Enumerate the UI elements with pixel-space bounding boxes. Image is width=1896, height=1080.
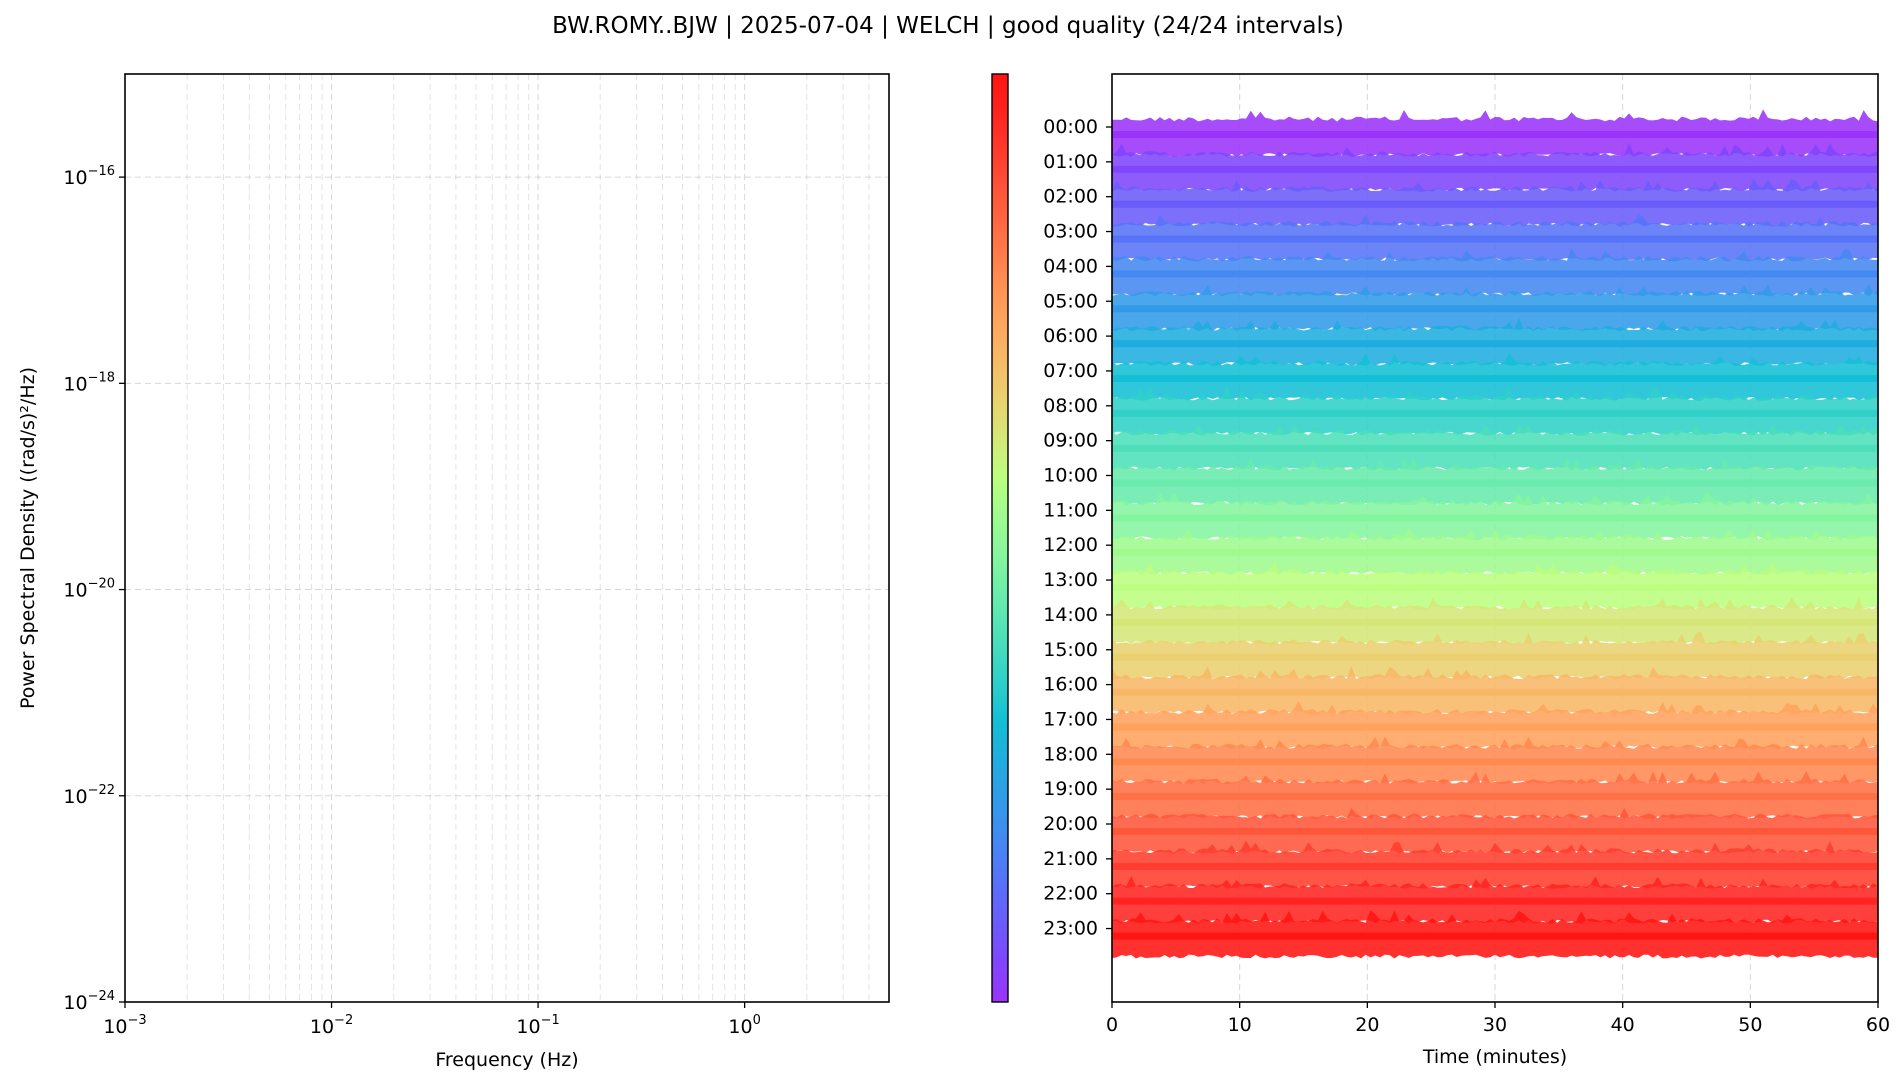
hour-label: 23:00 bbox=[1043, 918, 1098, 940]
psd-panel: 10−3 10−2 10−1 100 10−16 10−18 10−20 10−22 10−2… bbox=[17, 73, 890, 1071]
hourly-x-axis-label: Time (minutes) bbox=[1422, 1046, 1567, 1068]
hour-band-core bbox=[1112, 165, 1878, 173]
hour-label: 09:00 bbox=[1043, 430, 1098, 452]
colorbar-fill bbox=[991, 73, 1009, 1003]
psd-x-tick-label: 10−1 bbox=[516, 1013, 559, 1038]
hour-label: 22:00 bbox=[1043, 883, 1098, 905]
hourly-x-tick-label: 40 bbox=[1611, 1014, 1635, 1036]
psd-y-tick-label: 10−22 bbox=[63, 783, 115, 808]
hour-band-core bbox=[1112, 758, 1878, 766]
psd-axes-frame bbox=[124, 73, 890, 1003]
psd-x-ticks: 10−3 10−2 10−1 100 bbox=[103, 1002, 761, 1038]
hourly-x-tick-label: 60 bbox=[1866, 1014, 1890, 1036]
hourly-bands bbox=[1112, 109, 1878, 959]
hour-label: 18:00 bbox=[1043, 743, 1098, 765]
psd-x-tick-label: 10−2 bbox=[310, 1013, 353, 1038]
hour-label: 08:00 bbox=[1043, 395, 1098, 417]
hour-label: 11:00 bbox=[1043, 499, 1098, 521]
psd-y-tick-label: 10−18 bbox=[63, 370, 115, 395]
hour-band-core bbox=[1112, 932, 1878, 940]
hour-label: 01:00 bbox=[1043, 151, 1098, 173]
hour-label: 17:00 bbox=[1043, 709, 1098, 731]
hour-label: 02:00 bbox=[1043, 186, 1098, 208]
figure-title: BW.ROMY..BJW | 2025-07-04 | WELCH | good… bbox=[552, 13, 1344, 39]
psd-x-tick-label: 10−3 bbox=[103, 1013, 146, 1038]
hour-label: 21:00 bbox=[1043, 848, 1098, 870]
hour-band-core bbox=[1112, 688, 1878, 696]
hour-label: 03:00 bbox=[1043, 221, 1098, 243]
hour-label: 07:00 bbox=[1043, 360, 1098, 382]
psd-y-tick-label: 10−20 bbox=[63, 577, 115, 602]
hour-band-core bbox=[1112, 131, 1878, 138]
hour-band-core bbox=[1112, 618, 1878, 626]
psd-x-axis-label: Frequency (Hz) bbox=[435, 1049, 578, 1071]
hour-band-core bbox=[1112, 584, 1878, 591]
hourly-x-tick-label: 0 bbox=[1106, 1014, 1118, 1036]
hour-label: 13:00 bbox=[1043, 569, 1098, 591]
hourly-x-tick-label: 20 bbox=[1355, 1014, 1379, 1036]
hour-band-core bbox=[1112, 409, 1878, 417]
hourly-x-ticks: 0 10 20 30 40 50 60 bbox=[1106, 1002, 1890, 1036]
hourly-x-tick-label: 50 bbox=[1738, 1014, 1762, 1036]
hour-label: 00:00 bbox=[1043, 116, 1098, 138]
hour-band-core bbox=[1112, 444, 1878, 452]
hour-band-core bbox=[1112, 375, 1878, 382]
hour-label: 15:00 bbox=[1043, 639, 1098, 661]
hour-label: 14:00 bbox=[1043, 604, 1098, 626]
psd-y-axis-label: Power Spectral Density ((rad/s)²/Hz) bbox=[17, 367, 39, 709]
hour-label: 04:00 bbox=[1043, 255, 1098, 277]
psd-gridlines bbox=[125, 74, 889, 1002]
psd-y-tick-label: 10−24 bbox=[63, 989, 115, 1014]
hourly-panel: 0 10 20 30 40 50 60 00:0001:0002:0003:0004:000… bbox=[1043, 73, 1890, 1068]
hour-band-core bbox=[1112, 235, 1878, 243]
psd-y-ticks: 10−16 10−18 10−20 10−22 10−24 bbox=[63, 164, 125, 1014]
colorbar bbox=[991, 73, 1009, 1003]
hour-band-core bbox=[1112, 828, 1878, 835]
psd-x-tick-label: 100 bbox=[728, 1013, 760, 1038]
hourly-x-tick-label: 30 bbox=[1483, 1014, 1507, 1036]
hour-band-core bbox=[1112, 793, 1878, 801]
hour-band-core bbox=[1112, 305, 1878, 313]
hour-label: 10:00 bbox=[1043, 465, 1098, 487]
hour-band-core bbox=[1112, 862, 1878, 870]
hour-band-core bbox=[1112, 897, 1878, 905]
hour-label: 06:00 bbox=[1043, 325, 1098, 347]
psd-y-tick-label: 10−16 bbox=[63, 164, 115, 189]
hour-label: 05:00 bbox=[1043, 290, 1098, 312]
hour-band-core bbox=[1112, 723, 1878, 731]
hour-band-core bbox=[1112, 270, 1878, 278]
hour-label: 12:00 bbox=[1043, 534, 1098, 556]
hour-band-core bbox=[1112, 479, 1878, 487]
hour-band-core bbox=[1112, 340, 1878, 348]
hour-label: 19:00 bbox=[1043, 778, 1098, 800]
hour-band-core bbox=[1112, 200, 1878, 208]
hour-band-core bbox=[1112, 653, 1878, 661]
hour-band-core bbox=[1112, 549, 1878, 557]
hour-labels: 00:00 01:00 02:00 03:00 04:00 05:00 06:00 07:00… bbox=[1043, 116, 1112, 940]
hourly-x-tick-label: 10 bbox=[1228, 1014, 1252, 1036]
hour-label: 20:00 bbox=[1043, 813, 1098, 835]
hour-label: 16:00 bbox=[1043, 674, 1098, 696]
hour-band-core bbox=[1112, 514, 1878, 522]
